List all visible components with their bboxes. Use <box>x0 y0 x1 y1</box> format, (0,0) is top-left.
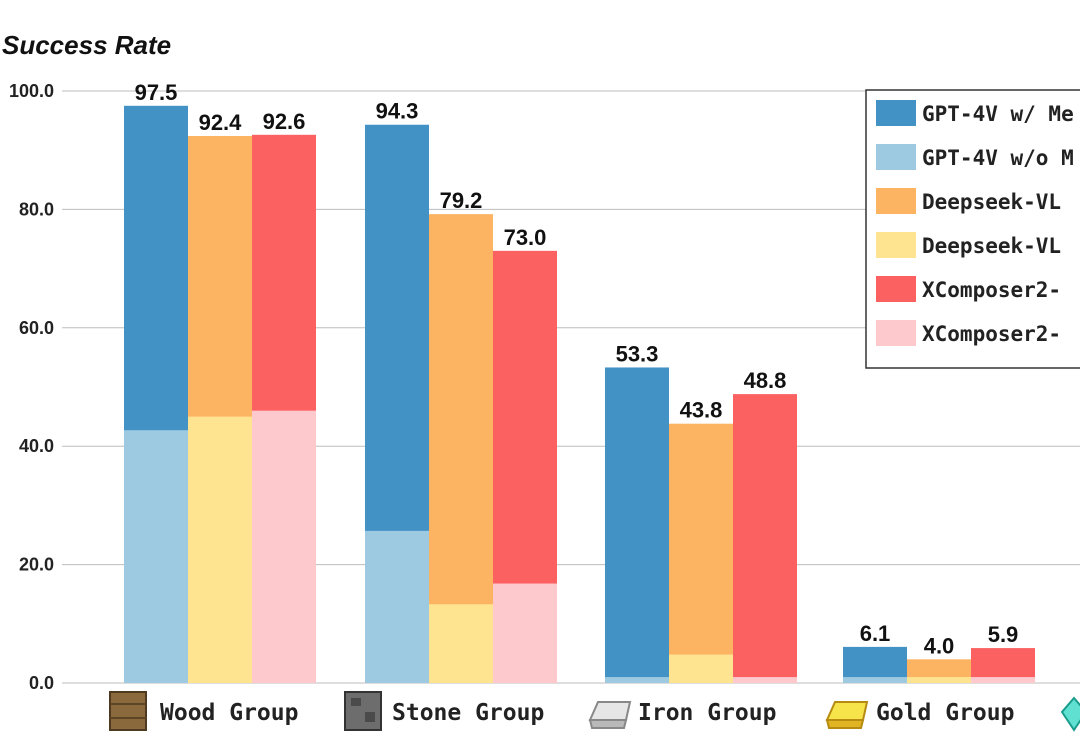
legend-swatch <box>876 188 916 214</box>
gold-ingot-icon <box>825 701 869 729</box>
data-label: 97.5 <box>135 80 178 105</box>
data-label: 43.8 <box>680 398 723 423</box>
diamond-icon <box>1060 696 1080 732</box>
data-label: 6.1 <box>860 621 891 646</box>
bar-iron-group-s5 <box>733 677 797 683</box>
y-tick-label: 60.0 <box>19 318 54 338</box>
bar-wood-group-s5 <box>252 410 316 683</box>
legend-swatch <box>876 144 916 170</box>
y-tick-label: 80.0 <box>19 199 54 219</box>
legend-label: XComposer2- <box>922 322 1061 346</box>
bar-iron-group-s0 <box>605 367 669 683</box>
data-label: 92.6 <box>263 109 306 134</box>
legend-label: XComposer2- <box>922 278 1061 302</box>
bar-gold-group-s0 <box>843 646 907 683</box>
legend-label: Deepseek-VL <box>922 190 1061 214</box>
y-tick-label: 0.0 <box>29 673 54 693</box>
bar-stone-group-s3 <box>429 604 493 683</box>
data-label: 5.9 <box>988 622 1019 647</box>
bar-iron-group-s1 <box>605 677 669 683</box>
value-labels: 97.5 92.4 92.6 94.3 79.2 73.0 53.3 43.8 48.8 6.1 4… <box>135 80 1019 659</box>
y-tick-label: 40.0 <box>19 436 54 456</box>
bar-stone-group-s1 <box>365 530 429 683</box>
bar-stone-group-s5 <box>493 583 557 683</box>
bar-wood-group-s1 <box>124 430 188 683</box>
data-label: 53.3 <box>616 341 659 366</box>
legend-label: GPT-4V w/ Me <box>922 102 1074 126</box>
data-label: 94.3 <box>376 99 419 124</box>
bar-gold-group-s3 <box>907 677 971 683</box>
legend-swatch <box>876 100 916 126</box>
x-category-label: Iron Group <box>638 700 776 726</box>
x-category-label: Wood Group <box>160 700 298 726</box>
bar-iron-group-s3 <box>669 654 733 683</box>
y-tick-label: 100.0 <box>9 81 54 101</box>
bar-gold-group-s5 <box>971 677 1035 683</box>
bar-iron-group-s4 <box>733 394 797 683</box>
legend-label: GPT-4V w/o M <box>922 146 1074 170</box>
data-label: 92.4 <box>199 110 243 135</box>
chart-title: Success Rate <box>2 30 171 60</box>
bars <box>124 105 1035 684</box>
iron-ingot-icon <box>588 701 632 729</box>
legend-swatch <box>876 320 916 346</box>
data-label: 79.2 <box>440 188 483 213</box>
legend-swatch <box>876 276 916 302</box>
bar-wood-group-s3 <box>188 416 252 683</box>
data-label: 48.8 <box>744 368 787 393</box>
bar-gold-group-s1 <box>843 677 907 683</box>
x-axis: Wood Group Stone Group Iron Group Gold Grou… <box>109 691 1080 732</box>
stone-block-icon <box>344 691 382 731</box>
data-label: 4.0 <box>924 633 955 658</box>
legend: GPT-4V w/ Me GPT-4V w/o M Deepseek-VL Deeps… <box>865 89 1080 369</box>
x-category-label: Gold Group <box>876 700 1014 726</box>
legend-label: Deepseek-VL <box>922 234 1061 258</box>
wood-block-icon <box>109 691 147 731</box>
bar-iron-group-s2 <box>669 423 733 683</box>
x-category-label: Stone Group <box>392 700 544 726</box>
y-tick-label: 20.0 <box>19 555 54 575</box>
legend-swatch <box>876 232 916 258</box>
y-axis: 0.0 20.0 40.0 60.0 80.0 100.0 <box>9 81 54 693</box>
data-label: 73.0 <box>504 225 547 250</box>
